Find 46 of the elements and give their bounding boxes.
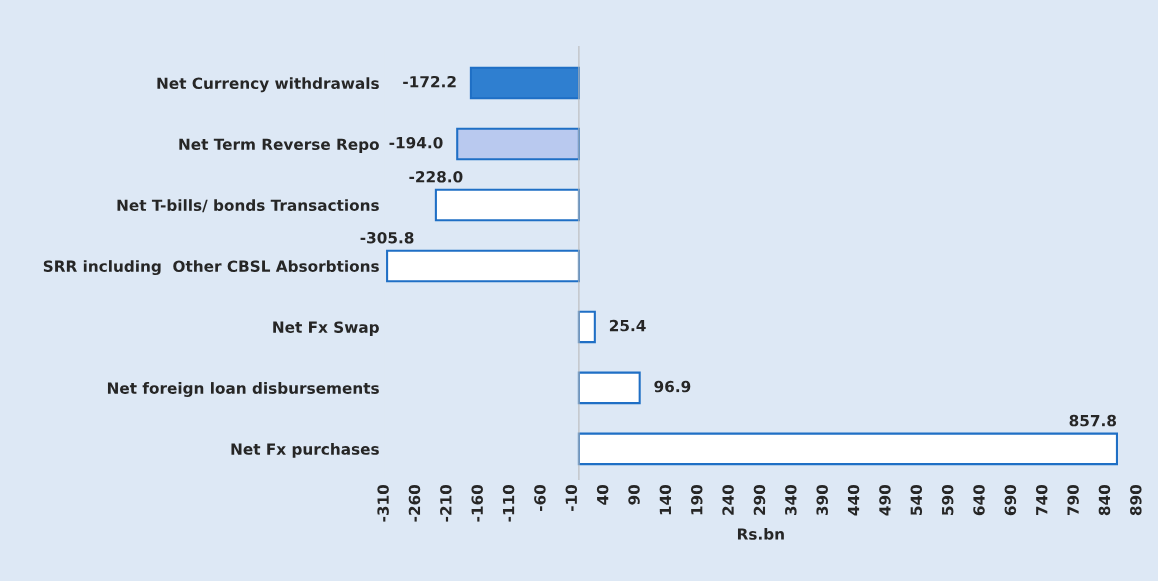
x-tick-label: 140 [659, 484, 672, 515]
x-tick-label: 40 [596, 484, 609, 505]
x-tick-label: 240 [722, 484, 734, 515]
bar [456, 127, 580, 161]
data-label: -305.8 [360, 231, 414, 244]
x-tick-label: -110 [502, 484, 515, 522]
x-tick-label: -310 [377, 484, 389, 522]
y-tick-label: Net Fx Swap [273, 321, 379, 336]
x-tick-label: -210 [440, 484, 452, 522]
data-label: 857.8 [1069, 414, 1117, 427]
x-tick-label: 340 [785, 484, 797, 516]
x-tick-label: 890 [1130, 484, 1142, 516]
y-tick-label: Net foreign loan disbursements [107, 382, 379, 397]
bar [577, 371, 641, 405]
y-tick-label: Net Term Reverse Repo [179, 138, 379, 153]
y-tick-label: SRR including Other CBSL Absorbtions [43, 260, 379, 276]
y-tick-label: Net Currency withdrawals [157, 77, 379, 93]
data-label: -228.0 [409, 170, 463, 183]
y-tick-label: Net Fx purchases [231, 443, 379, 458]
x-tick-label: 740 [1035, 484, 1048, 516]
x-tick-label: 640 [973, 484, 985, 516]
x-tick-label: -10 [565, 484, 578, 511]
x-tick-label: 840 [1098, 484, 1111, 516]
x-tick-label: 490 [879, 484, 891, 516]
bar [577, 432, 1118, 466]
x-tick-label: 90 [628, 484, 640, 505]
data-label: 96.9 [654, 380, 691, 393]
bar [434, 188, 580, 222]
x-tick-label: 590 [941, 484, 954, 515]
x-tick-label: 790 [1067, 484, 1079, 516]
x-tick-label: 190 [690, 484, 703, 515]
data-label: 25.4 [609, 319, 646, 332]
x-tick-label: 690 [1004, 484, 1017, 516]
data-label: -172.2 [403, 75, 456, 88]
x-tick-label: -160 [471, 484, 483, 522]
x-tick-label: -60 [534, 484, 546, 511]
bar [386, 249, 580, 283]
x-tick-label: 540 [910, 484, 923, 515]
x-tick-label: 290 [753, 484, 766, 515]
y-tick-label: Net T-bills/ bonds Transactions [117, 199, 379, 213]
x-axis-title: Rs.bn [737, 527, 784, 540]
x-tick-label: 390 [816, 484, 828, 516]
data-label: -194.0 [389, 136, 443, 149]
x-tick-label: 440 [847, 484, 860, 516]
x-tick-label: -260 [408, 484, 421, 522]
bar [469, 66, 580, 100]
